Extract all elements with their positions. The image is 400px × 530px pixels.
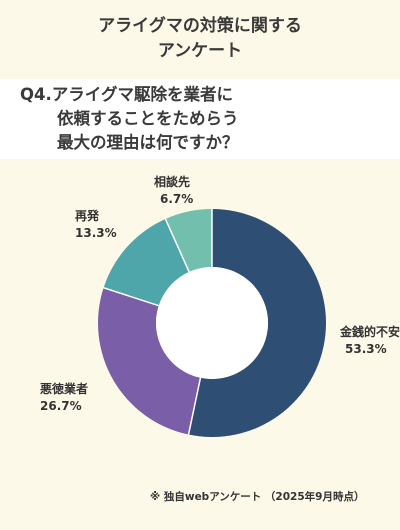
question-line-3: 最大の理由は何ですか？ [57,133,239,152]
title-line-1: アライグマの対策に関する [98,16,302,36]
slice-label-2: 悪徳業者 [40,381,88,396]
slice-value-3: 13.3% [75,226,117,240]
footnote: ※ 独自webアンケート （2025年9月時点） [150,491,365,503]
slice-3 [103,218,190,306]
slice-label-3: 再発 [75,208,100,223]
slice-separator-3 [103,287,159,307]
page-title: アライグマの対策に関する アンケート [0,14,400,64]
question-line-1: Q4.アライグマ駆除を業者に [20,85,233,104]
slice-label-4: 相談先 [154,174,190,189]
slice-value-2: 26.7% [40,399,82,413]
slice-label-1: 金銭的不安 [339,324,400,339]
question-band [0,79,400,159]
donut-hole [156,267,268,379]
slice-1 [188,209,327,438]
slice-value-4: 6.7% [160,192,193,206]
slice-value-1: 53.3% [345,342,387,356]
title-line-2: アンケート [157,41,243,61]
slice-2 [98,287,201,435]
slice-separator-2 [187,377,202,435]
question-line-2: 依頼することをためらう [57,109,239,128]
slice-separator-4 [164,218,190,273]
slice-4 [165,209,212,272]
